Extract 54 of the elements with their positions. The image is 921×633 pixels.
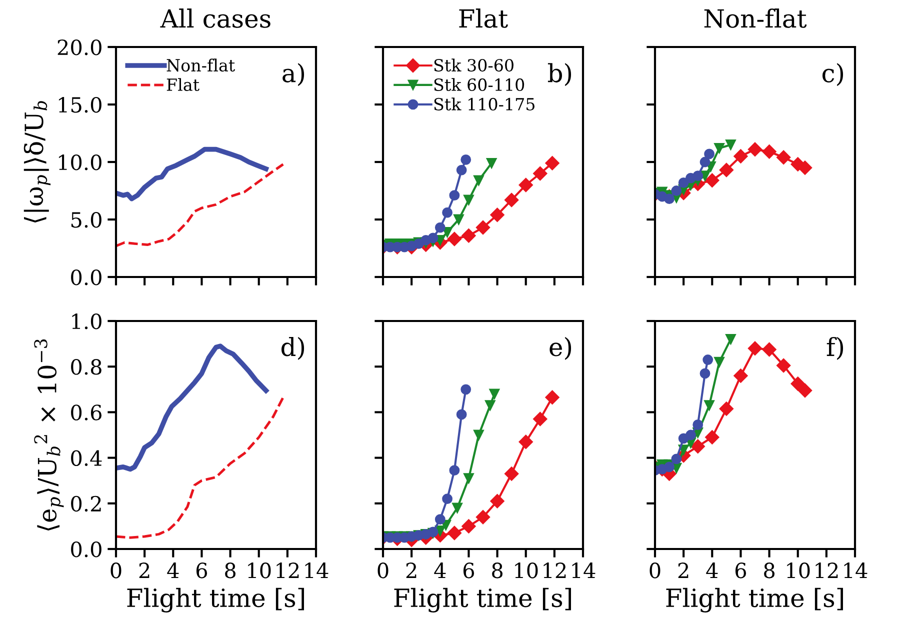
x-tick-label: 2: [406, 562, 416, 578]
x-axis-title: Flight time [s]: [666, 588, 843, 612]
x-tick-label: 10: [515, 562, 538, 578]
y-tick-label: 0.2: [71, 496, 101, 512]
x-tick-label: 14: [844, 562, 868, 578]
x-tick-label: 12: [544, 562, 566, 578]
chart-title: Flat: [459, 8, 508, 28]
y-tick-label: 0.4: [71, 450, 102, 466]
annotation: d): [281, 336, 304, 360]
x-tick-label: 12: [276, 562, 299, 578]
annotation: a): [282, 63, 304, 86]
annotation: e): [550, 336, 572, 360]
y-tick-label: 0.6: [71, 404, 102, 420]
legend-label: Stk 110-175: [434, 98, 534, 110]
x-tick-label: 8: [225, 562, 236, 578]
annotation: c): [822, 63, 844, 86]
y-tick-label: 10.0: [58, 154, 102, 170]
chart-title: Non-flat: [704, 8, 807, 28]
x-tick-label: 4: [434, 562, 446, 578]
x-tick-label: 0: [650, 562, 660, 578]
chart-title: All cases: [160, 8, 270, 28]
x-tick-label: 2: [139, 562, 150, 578]
y-tick-label: 20.0: [58, 39, 102, 56]
x-axis-title: Flight time [s]: [394, 588, 571, 612]
x-tick-label: 10: [787, 562, 810, 578]
legend-label: Non-flat: [166, 58, 235, 72]
x-tick-label: 12: [816, 562, 838, 578]
x-tick-label: 0: [378, 562, 388, 578]
x-tick-label: 6: [196, 562, 208, 578]
legend-label: Stk 30-60: [434, 58, 514, 72]
y-tick-label: 5.0: [71, 212, 102, 228]
annotation: b): [548, 63, 572, 86]
x-tick-label: 14: [305, 562, 328, 578]
x-tick-label: 14: [572, 562, 596, 578]
y-tick-label: 0.8: [71, 359, 102, 375]
x-tick-label: 4: [167, 562, 179, 578]
y-tick-label: 0.0: [71, 541, 102, 558]
x-tick-label: 0: [110, 562, 122, 578]
legend-label: Stk 60-110: [434, 78, 524, 92]
legend-label: Flat: [166, 78, 200, 92]
y-axis-title: ⟨e$_{p}$⟩/U$_{b}$$^{2}$ × 10$^{−3}$: [34, 339, 64, 531]
x-axis-title: Flight time [s]: [127, 588, 304, 612]
y-tick-label: 0.0: [71, 269, 102, 286]
x-tick-label: 6: [463, 562, 474, 578]
x-tick-label: 10: [248, 562, 271, 578]
x-tick-label: 4: [706, 562, 718, 578]
x-tick-label: 8: [492, 562, 503, 578]
y-axis-title: ⟨|ω$_{p}$|⟩δ/U$_{b}$: [24, 101, 51, 223]
y-tick-label: 1.0: [72, 313, 102, 330]
y-tick-label: 15.0: [58, 96, 102, 113]
x-tick-label: 2: [678, 562, 688, 578]
annotation: f): [826, 336, 844, 360]
x-tick-label: 8: [764, 562, 775, 578]
x-tick-label: 6: [735, 562, 746, 578]
